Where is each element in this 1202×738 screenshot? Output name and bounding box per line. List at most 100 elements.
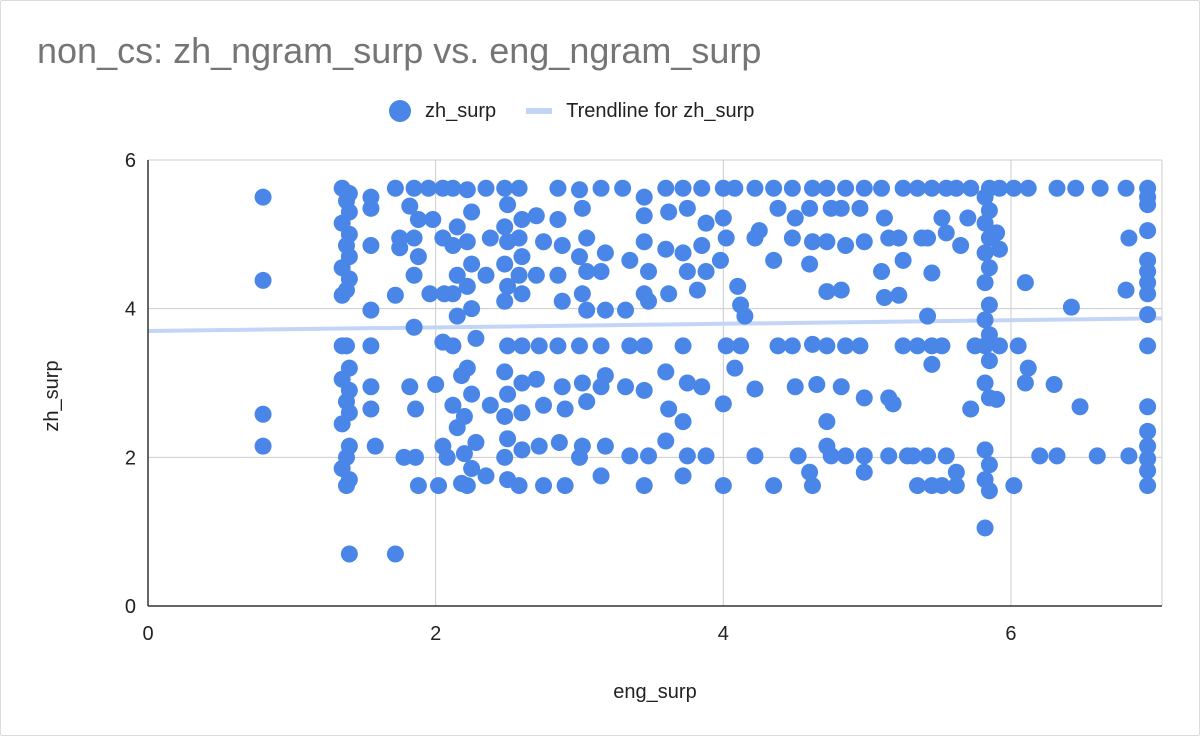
data-point[interactable] xyxy=(477,467,495,485)
data-point[interactable] xyxy=(386,286,404,304)
data-point[interactable] xyxy=(578,301,596,319)
data-point[interactable] xyxy=(467,433,485,451)
data-point[interactable] xyxy=(832,378,850,396)
data-point[interactable] xyxy=(818,337,836,355)
data-point[interactable] xyxy=(937,447,955,465)
data-point[interactable] xyxy=(908,477,926,495)
data-point[interactable] xyxy=(596,437,614,455)
data-point[interactable] xyxy=(837,236,855,254)
data-point[interactable] xyxy=(832,199,850,217)
data-point[interactable] xyxy=(769,199,787,217)
data-point[interactable] xyxy=(726,359,744,377)
data-point[interactable] xyxy=(818,233,836,251)
data-point[interactable] xyxy=(711,251,729,269)
data-point[interactable] xyxy=(409,210,427,228)
data-point[interactable] xyxy=(947,477,965,495)
data-point[interactable] xyxy=(736,307,754,325)
data-point[interactable] xyxy=(527,370,545,388)
data-point[interactable] xyxy=(405,229,423,247)
data-point[interactable] xyxy=(801,463,819,481)
data-point[interactable] xyxy=(254,405,272,423)
data-point[interactable] xyxy=(458,181,476,199)
data-point[interactable] xyxy=(875,289,893,307)
data-point[interactable] xyxy=(1019,359,1037,377)
data-point[interactable] xyxy=(455,407,473,425)
data-point[interactable] xyxy=(976,214,994,232)
data-point[interactable] xyxy=(458,233,476,251)
data-point[interactable] xyxy=(553,292,571,310)
data-point[interactable] xyxy=(1067,179,1085,197)
data-point[interactable] xyxy=(463,459,481,477)
data-point[interactable] xyxy=(746,179,764,197)
data-point[interactable] xyxy=(510,477,528,495)
data-point[interactable] xyxy=(513,248,531,266)
data-point[interactable] xyxy=(688,281,706,299)
data-point[interactable] xyxy=(976,244,994,262)
data-point[interactable] xyxy=(962,400,980,418)
data-point[interactable] xyxy=(444,285,462,303)
data-point[interactable] xyxy=(890,286,908,304)
data-point[interactable] xyxy=(458,277,476,295)
data-point[interactable] xyxy=(1120,229,1138,247)
data-point[interactable] xyxy=(832,281,850,299)
data-point[interactable] xyxy=(635,381,653,399)
data-point[interactable] xyxy=(980,296,998,314)
data-point[interactable] xyxy=(362,337,380,355)
data-point[interactable] xyxy=(496,179,514,197)
data-point[interactable] xyxy=(693,378,711,396)
data-point[interactable] xyxy=(884,395,902,413)
data-point[interactable] xyxy=(717,337,735,355)
data-point[interactable] xyxy=(570,181,588,199)
data-point[interactable] xyxy=(556,400,574,418)
data-point[interactable] xyxy=(617,301,635,319)
data-point[interactable] xyxy=(535,233,553,251)
data-point[interactable] xyxy=(477,179,495,197)
data-point[interactable] xyxy=(837,447,855,465)
data-point[interactable] xyxy=(962,179,980,197)
data-point[interactable] xyxy=(765,251,783,269)
data-point[interactable] xyxy=(1139,422,1157,440)
data-point[interactable] xyxy=(640,292,658,310)
data-point[interactable] xyxy=(444,236,462,254)
data-point[interactable] xyxy=(674,337,692,355)
data-point[interactable] xyxy=(980,259,998,277)
data-point[interactable] xyxy=(499,337,517,355)
data-point[interactable] xyxy=(657,240,675,258)
data-point[interactable] xyxy=(527,207,545,225)
data-point[interactable] xyxy=(621,337,639,355)
data-point[interactable] xyxy=(448,307,466,325)
data-point[interactable] xyxy=(947,179,965,197)
data-point[interactable] xyxy=(801,255,819,273)
data-point[interactable] xyxy=(430,477,448,495)
data-point[interactable] xyxy=(1139,306,1157,324)
data-point[interactable] xyxy=(362,378,380,396)
data-point[interactable] xyxy=(855,463,873,481)
data-point[interactable] xyxy=(789,447,807,465)
data-point[interactable] xyxy=(923,264,941,282)
data-point[interactable] xyxy=(513,337,531,355)
data-point[interactable] xyxy=(837,337,855,355)
data-point[interactable] xyxy=(822,447,840,465)
data-point[interactable] xyxy=(458,477,476,495)
data-point[interactable] xyxy=(894,179,912,197)
data-point[interactable] xyxy=(640,447,658,465)
data-point[interactable] xyxy=(530,437,548,455)
data-point[interactable] xyxy=(919,307,937,325)
data-point[interactable] xyxy=(1120,447,1138,465)
data-point[interactable] xyxy=(592,337,610,355)
data-point[interactable] xyxy=(448,266,466,284)
data-point[interactable] xyxy=(786,209,804,227)
data-point[interactable] xyxy=(513,285,531,303)
data-point[interactable] xyxy=(678,263,696,280)
data-point[interactable] xyxy=(455,445,473,463)
data-point[interactable] xyxy=(635,188,653,206)
data-point[interactable] xyxy=(976,441,994,459)
data-point[interactable] xyxy=(578,393,596,411)
data-point[interactable] xyxy=(976,188,994,206)
data-point[interactable] xyxy=(818,179,836,197)
data-point[interactable] xyxy=(726,179,744,197)
data-point[interactable] xyxy=(746,229,764,247)
data-point[interactable] xyxy=(1005,477,1023,495)
data-point[interactable] xyxy=(1139,450,1157,468)
data-point[interactable] xyxy=(919,447,937,465)
